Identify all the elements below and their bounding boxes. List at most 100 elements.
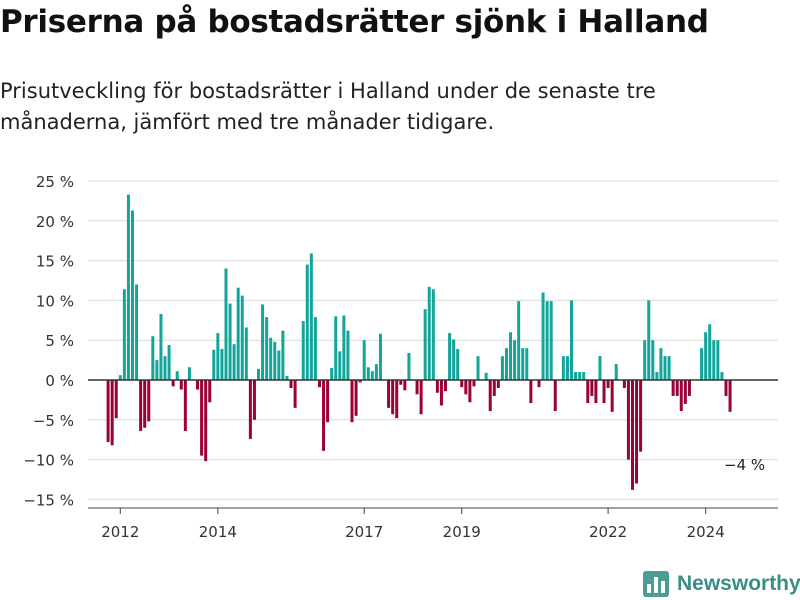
bar	[635, 380, 639, 484]
bar	[122, 289, 126, 380]
bar	[338, 351, 342, 380]
bar	[265, 317, 269, 380]
bar	[456, 348, 460, 380]
bar	[342, 315, 346, 380]
y-tick-label: −5 %	[33, 412, 74, 430]
bar	[663, 356, 667, 380]
bar	[143, 380, 147, 428]
bar	[378, 333, 382, 380]
x-tick-label: 2012	[101, 523, 139, 541]
bar	[565, 356, 569, 380]
bar	[541, 292, 545, 380]
bar	[362, 340, 366, 380]
bar-chart-logo-icon	[643, 571, 669, 597]
bar	[570, 300, 574, 380]
bar	[187, 367, 191, 380]
last-value-annotation: −4 %	[724, 456, 765, 474]
bar	[326, 380, 330, 423]
bar	[110, 380, 114, 446]
x-tick-label: 2014	[199, 523, 237, 541]
bar	[464, 380, 468, 395]
bar	[183, 380, 187, 431]
bar	[224, 268, 228, 380]
bar	[488, 380, 492, 412]
bar	[679, 380, 683, 412]
bar	[419, 380, 423, 415]
bar	[269, 337, 273, 380]
bar	[561, 356, 565, 380]
brand: Newsworthy	[643, 569, 800, 599]
bar	[460, 380, 464, 388]
bar	[232, 344, 236, 380]
bar	[293, 380, 297, 408]
bar	[374, 364, 378, 380]
bar	[139, 380, 143, 431]
bar	[659, 348, 663, 380]
bar	[118, 375, 122, 380]
bar	[309, 253, 313, 380]
bar	[651, 340, 655, 380]
bar	[492, 380, 496, 396]
y-tick-label: 15 %	[36, 253, 74, 271]
bar	[529, 380, 533, 404]
bar	[407, 352, 411, 380]
bar	[549, 301, 553, 380]
bar	[301, 321, 305, 380]
bar	[476, 356, 480, 380]
bar	[509, 332, 513, 380]
bar	[622, 380, 626, 388]
chart-subtitle: Prisutveckling för bostadsrätter i Halla…	[0, 79, 656, 134]
y-tick-label: 5 %	[45, 332, 74, 350]
x-tick-label: 2019	[443, 523, 481, 541]
x-axis-labels: 2012 2014 2017 2019 2022 2024	[101, 508, 725, 541]
bar	[614, 364, 618, 380]
bar	[334, 316, 338, 380]
bar	[167, 344, 171, 380]
bar	[415, 380, 419, 395]
bar	[655, 372, 659, 380]
bar	[228, 303, 232, 380]
annotations: −4 %	[724, 456, 765, 474]
bar	[704, 332, 708, 380]
bar	[720, 372, 724, 380]
bar	[484, 372, 488, 380]
bar	[545, 301, 549, 380]
bar	[147, 380, 151, 422]
bar	[582, 372, 586, 380]
bar	[537, 380, 541, 388]
bar	[126, 194, 130, 380]
y-tick-label: 10 %	[36, 292, 74, 310]
bar	[630, 380, 634, 490]
bar	[151, 336, 155, 380]
x-tick-label: 2017	[345, 523, 383, 541]
axes	[88, 379, 778, 509]
y-tick-label: −15 %	[23, 491, 74, 509]
bar	[114, 380, 118, 419]
y-tick-label: 20 %	[36, 213, 74, 231]
x-tick-label: 2022	[589, 523, 627, 541]
bar	[521, 348, 525, 380]
bar	[716, 340, 720, 380]
bar	[403, 380, 407, 391]
bar	[724, 380, 728, 396]
bar	[208, 380, 212, 403]
bar	[313, 317, 317, 380]
bar	[602, 380, 606, 404]
bar	[131, 210, 134, 380]
bar	[212, 349, 216, 380]
x-tick-label: 2024	[687, 523, 725, 541]
bar	[427, 286, 431, 380]
bar	[626, 380, 630, 460]
bar	[106, 380, 110, 443]
bar	[452, 339, 456, 380]
bar	[687, 380, 691, 396]
bar	[358, 380, 362, 383]
bar	[586, 380, 590, 404]
bar	[647, 300, 651, 380]
bar	[472, 380, 476, 387]
bar	[196, 380, 200, 390]
bar	[277, 350, 281, 380]
bar	[305, 264, 309, 380]
bar	[135, 284, 139, 380]
bar	[574, 372, 578, 380]
